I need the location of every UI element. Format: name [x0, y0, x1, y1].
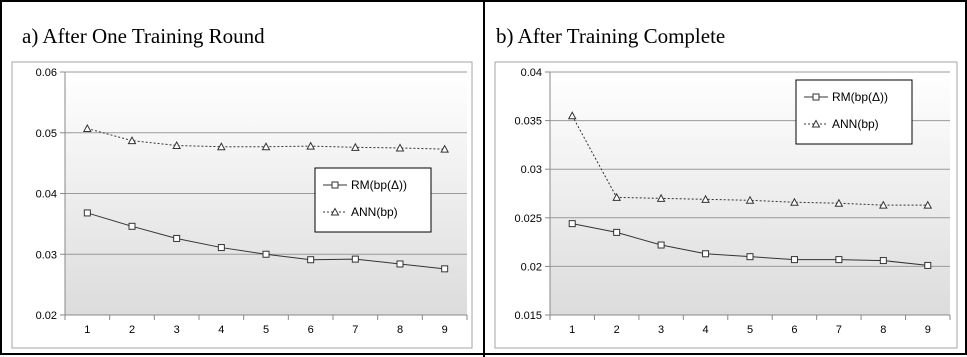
data-point-ann [306, 141, 316, 150]
y-tick-label: 0.025 [514, 213, 542, 225]
data-point-ann [923, 200, 933, 209]
data-point-ann [350, 142, 360, 151]
data-point-rm [396, 260, 404, 268]
data-point-rm [613, 228, 621, 236]
data-point-rm [83, 209, 91, 217]
legend-label: RM(bp(Δ)) [351, 178, 407, 192]
data-point-ann [790, 197, 799, 206]
data-point-ann [612, 192, 622, 201]
data-point-ann [440, 144, 450, 153]
data-point-rm [441, 265, 449, 273]
x-tick-label: 8 [397, 324, 403, 336]
data-point-rm [307, 256, 315, 264]
data-point-rm [217, 244, 225, 252]
chart-a: 0.02 0.03 0.04 0.05 0.06 1 2 3 4 5 6 7 8 9 RM(bp(Δ)) AN… [11, 61, 473, 349]
data-point-ann [82, 123, 92, 132]
legend-box [795, 79, 913, 145]
x-tick-label: 1 [84, 324, 90, 336]
data-point-ann [172, 140, 182, 150]
chart-b: 0.015 0.02 0.025 0.03 0.035 0.04 1 2 3 4 5 6 7 8 9 RM(b… [494, 61, 958, 349]
panel-divider [483, 2, 485, 357]
data-point-ann [395, 143, 405, 152]
data-point-ann [834, 198, 844, 207]
x-tick-label: 3 [658, 324, 664, 336]
x-tick-label: 4 [218, 324, 224, 336]
data-point-rm [702, 250, 710, 258]
legend-box [314, 167, 432, 233]
data-point-rm [879, 257, 887, 265]
data-point-ann [567, 111, 577, 120]
data-point-ann [701, 194, 710, 203]
y-tick-label: 0.035 [514, 116, 542, 128]
data-point-ann [745, 195, 755, 204]
y-tick-label: 0.03 [521, 164, 542, 176]
x-tick-label: 5 [747, 324, 753, 336]
x-tick-label: 3 [174, 324, 180, 336]
data-point-rm [351, 255, 359, 263]
y-tick-label: 0.05 [36, 128, 57, 140]
data-point-rm [262, 250, 270, 258]
y-tick-label: 0.03 [36, 249, 57, 261]
y-tick-label: 0.02 [521, 261, 542, 273]
data-point-rm [924, 261, 932, 269]
y-tick-label: 0.04 [36, 189, 57, 201]
series-line-ann [571, 115, 928, 206]
legend-label: ANN(bp) [832, 117, 879, 131]
legend-marker [812, 93, 820, 101]
x-tick-label: 8 [880, 324, 886, 336]
data-point-rm [568, 220, 576, 228]
y-tick-label: 0.04 [521, 67, 542, 79]
legend-marker [331, 181, 339, 189]
data-point-ann [261, 142, 271, 151]
legend-label: ANN(bp) [351, 205, 398, 219]
legend-label: RM(bp(Δ)) [832, 90, 888, 104]
x-tick-label: 9 [442, 324, 448, 336]
x-tick-label: 2 [129, 324, 135, 336]
x-tick-label: 7 [836, 324, 842, 336]
panel-b-title: b) After Training Complete [496, 24, 726, 48]
data-point-rm [790, 256, 798, 264]
legend-marker [811, 119, 821, 128]
data-point-rm [835, 256, 843, 264]
data-point-rm [746, 253, 754, 261]
y-tick-label: 0.015 [514, 310, 542, 322]
data-point-rm [128, 222, 136, 230]
x-tick-label: 4 [702, 324, 708, 336]
data-point-ann [878, 200, 888, 209]
x-tick-label: 9 [925, 324, 931, 336]
x-tick-label: 2 [614, 324, 620, 336]
x-tick-label: 1 [569, 324, 575, 336]
y-tick-label: 0.02 [36, 310, 57, 322]
data-point-ann [127, 136, 137, 145]
x-tick-label: 5 [263, 324, 269, 336]
data-point-rm [657, 241, 665, 249]
legend-marker [330, 207, 340, 216]
x-tick-label: 7 [352, 324, 358, 336]
x-tick-label: 6 [308, 324, 314, 336]
x-tick-label: 6 [791, 324, 797, 336]
data-point-ann [656, 193, 666, 202]
data-point-ann [216, 142, 226, 151]
y-tick-label: 0.06 [36, 67, 57, 79]
data-point-rm [173, 234, 181, 242]
panel-a-title: a) After One Training Round [22, 24, 265, 48]
